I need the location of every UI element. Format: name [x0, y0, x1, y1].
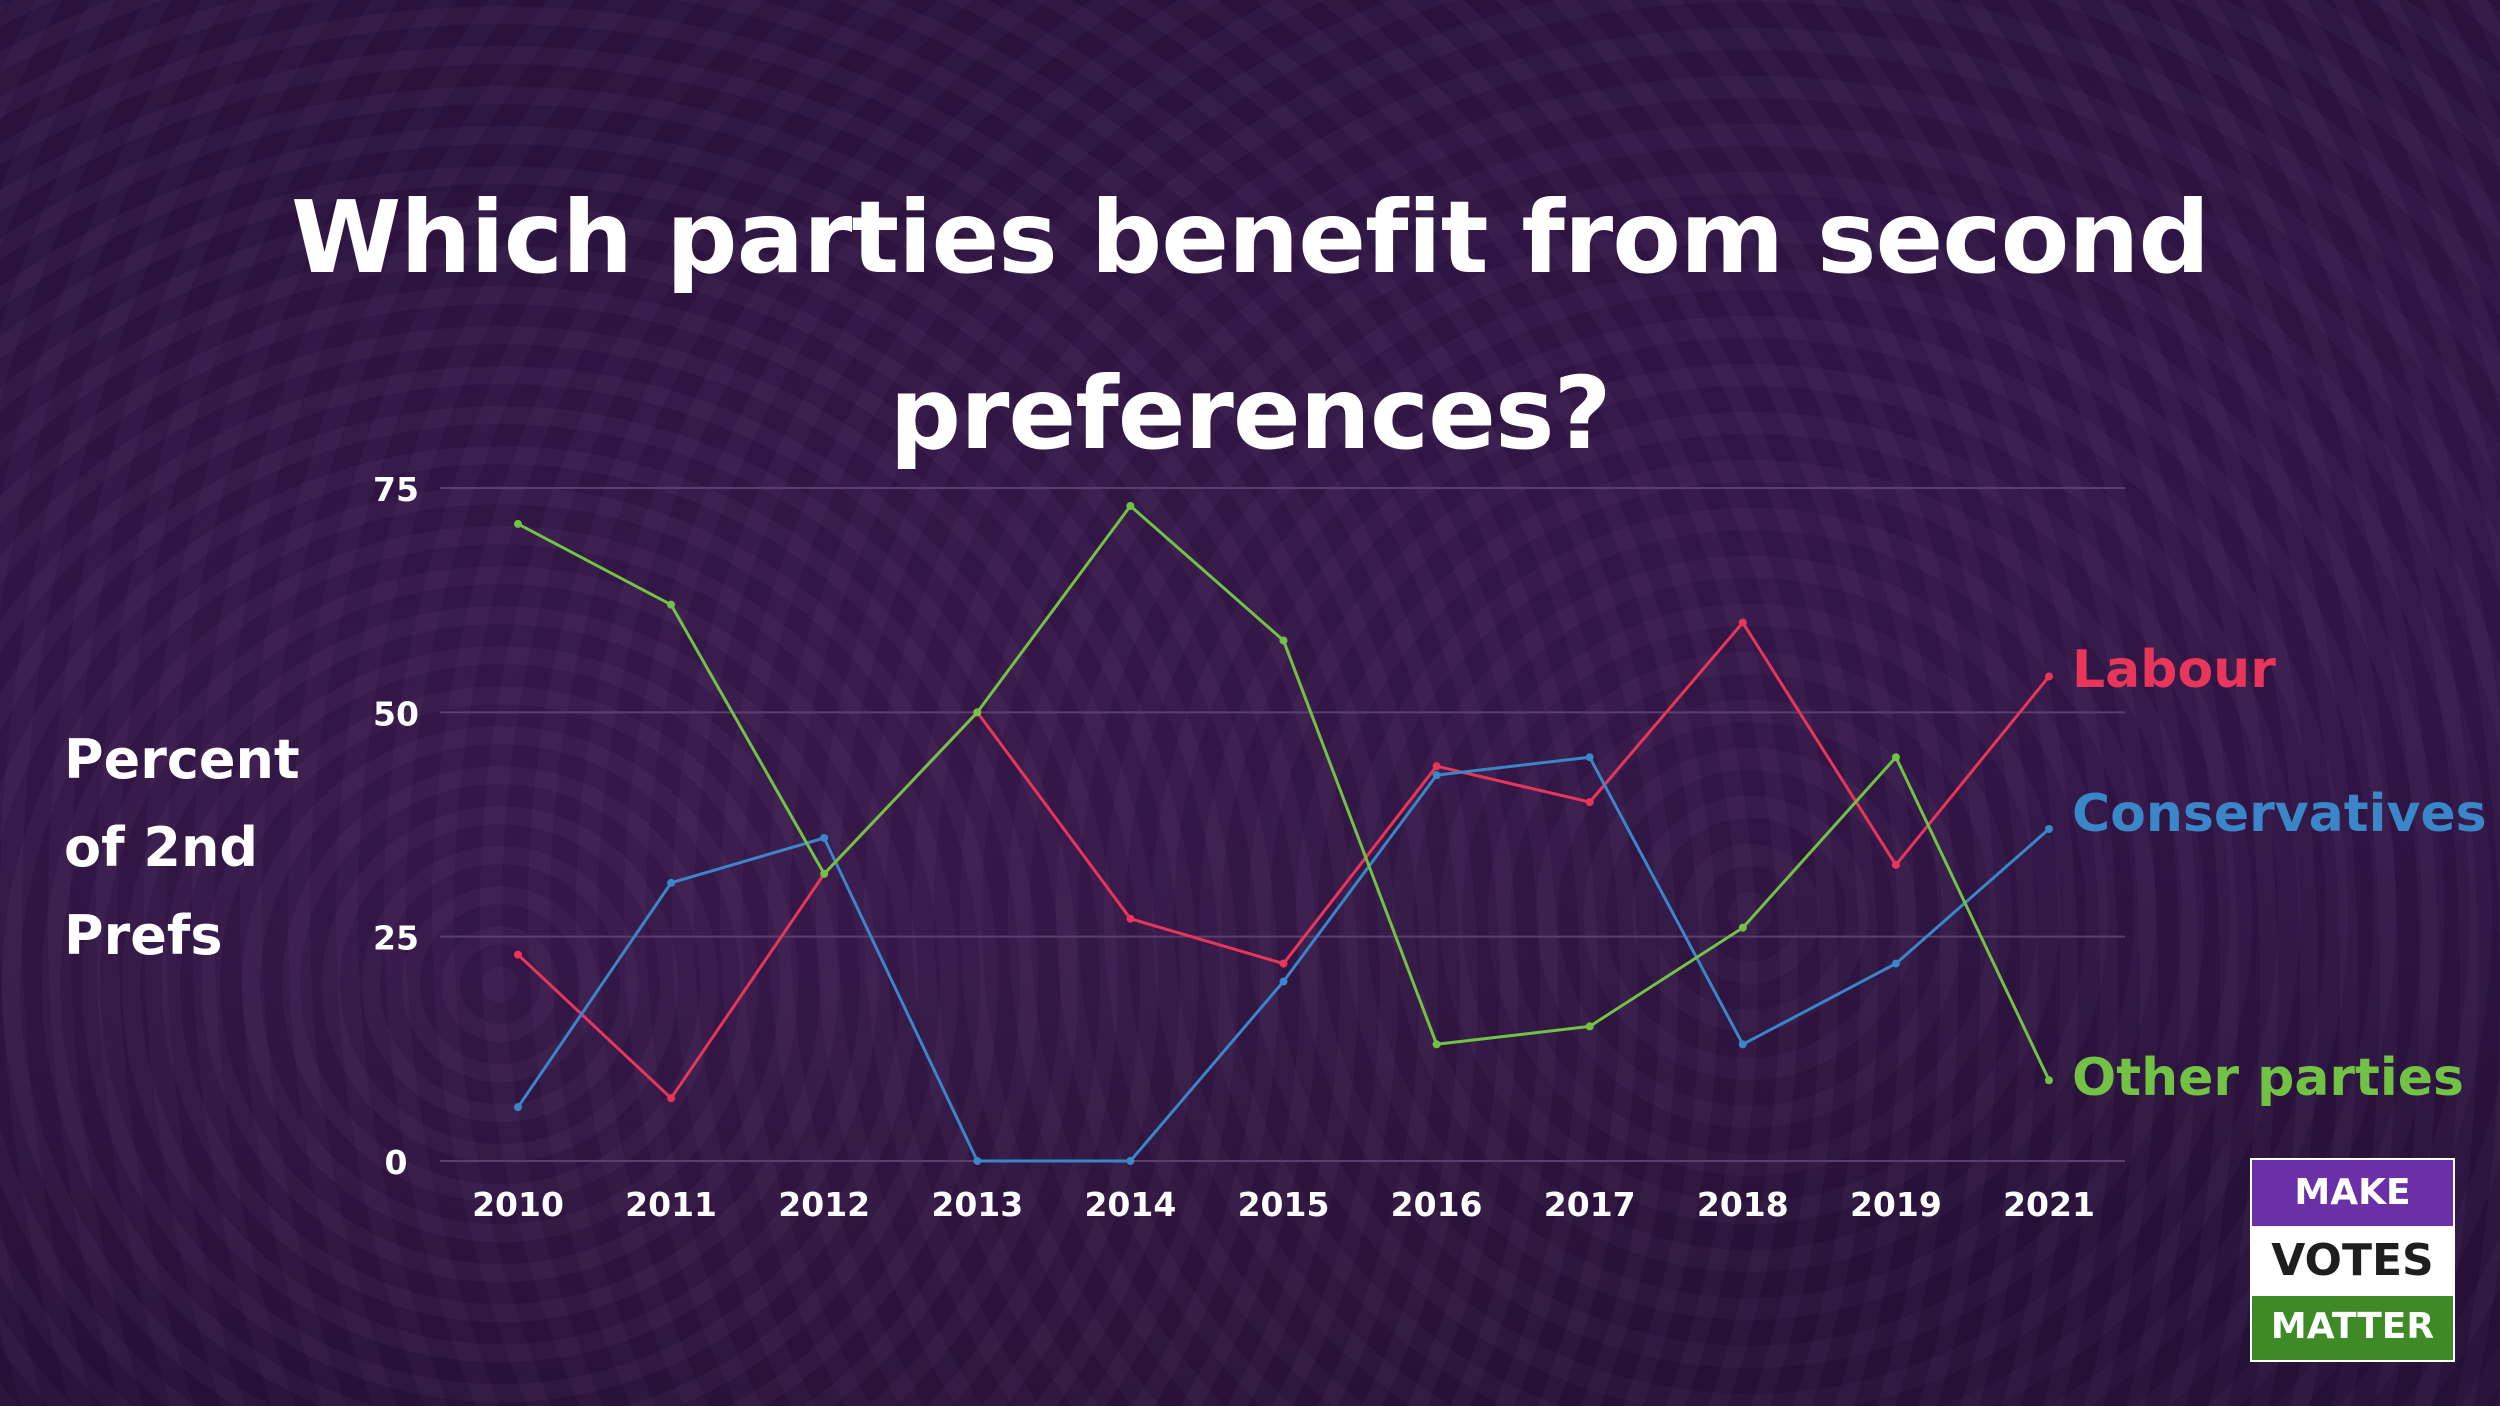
- data-point-other-parties-2011: [667, 600, 676, 609]
- data-point-conservatives-2015: [1279, 977, 1288, 986]
- logo-top-text: MAKE: [2252, 1160, 2453, 1226]
- data-point-labour-2010: [514, 950, 522, 959]
- data-point-labour-2021: [2045, 672, 2053, 681]
- y-axis-label-line-2: of 2nd: [64, 816, 259, 879]
- y-tick-label-75: 75: [373, 470, 419, 509]
- data-point-other-parties-2016: [1432, 1040, 1441, 1049]
- data-point-conservatives-2021: [2045, 824, 2053, 833]
- data-point-other-parties-2018: [1738, 923, 1747, 932]
- legend: Labour Conservatives Other parties: [2072, 640, 2487, 1108]
- series-lines: [514, 501, 2053, 1165]
- data-point-conservatives-2018: [1738, 1040, 1747, 1049]
- x-tick-label-2014: 2014: [1084, 1185, 1176, 1224]
- data-point-conservatives-2011: [667, 878, 676, 887]
- legend-label-conservatives: Conservatives: [2072, 784, 2487, 844]
- chart-title-line-1: Which parties benefit from second: [290, 179, 2210, 296]
- y-axis-label: Percent of 2nd Prefs: [64, 716, 344, 980]
- x-tick-label-2012: 2012: [778, 1185, 870, 1224]
- legend-label-labour: Labour: [2072, 640, 2276, 700]
- y-tick-label-0: 0: [385, 1143, 408, 1182]
- data-point-conservatives-2010: [514, 1103, 522, 1112]
- data-point-labour-2015: [1279, 959, 1288, 968]
- x-tick-label-2017: 2017: [1544, 1185, 1636, 1224]
- x-tick-label-2013: 2013: [931, 1185, 1023, 1224]
- x-tick-label-2016: 2016: [1391, 1185, 1483, 1224]
- x-tick-labels: 2010 2011 2012 2013 2014 2015 2016 2017 2018 2019…: [472, 1185, 2095, 1224]
- x-tick-label-2019: 2019: [1850, 1185, 1942, 1224]
- x-tick-label-2010: 2010: [472, 1185, 564, 1224]
- data-point-other-parties-2012: [820, 869, 829, 878]
- data-point-other-parties-2019: [1891, 753, 1900, 762]
- data-point-conservatives-2014: [1126, 1157, 1135, 1165]
- data-point-labour-2014: [1126, 914, 1135, 923]
- y-tick-label-25: 25: [373, 919, 419, 958]
- series-line-other-parties: [517, 504, 2051, 1081]
- data-point-conservatives-2012: [820, 833, 829, 842]
- y-axis-label-line-3: Prefs: [64, 904, 223, 967]
- logo-bottom-text: MATTER: [2252, 1296, 2453, 1360]
- data-point-other-parties-2015: [1279, 636, 1288, 645]
- data-point-conservatives-2016: [1432, 771, 1441, 780]
- data-point-conservatives-2019: [1891, 959, 1900, 968]
- data-point-other-parties-2014: [1126, 501, 1135, 510]
- data-point-other-parties-2013: [973, 708, 982, 717]
- data-point-labour-2011: [667, 1094, 676, 1103]
- data-point-labour-2018: [1738, 618, 1747, 627]
- gridlines: [440, 487, 2125, 1162]
- data-point-conservatives-2013: [973, 1157, 982, 1165]
- data-point-conservatives-2017: [1585, 753, 1594, 762]
- x-tick-label-2011: 2011: [625, 1185, 717, 1224]
- make-votes-matter-logo: MAKE VOTES MATTER: [2250, 1158, 2455, 1362]
- data-point-other-parties-2017: [1585, 1022, 1594, 1031]
- x-tick-label-2015: 2015: [1238, 1185, 1330, 1224]
- x-tick-label-2018: 2018: [1697, 1185, 1789, 1224]
- y-axis-label-line-1: Percent: [64, 728, 300, 791]
- legend-label-other-parties: Other parties: [2072, 1048, 2464, 1108]
- series-line-conservatives: [516, 755, 2050, 1163]
- chart-title: Which parties benefit from second prefer…: [0, 150, 2500, 502]
- data-point-other-parties-2021: [2045, 1076, 2053, 1085]
- y-tick-labels: 0 25 50 75: [373, 470, 419, 1182]
- data-point-labour-2017: [1585, 798, 1594, 807]
- logo-middle-text: VOTES: [2252, 1226, 2453, 1296]
- data-point-other-parties-2010: [514, 519, 522, 528]
- x-tick-label-2021: 2021: [2003, 1185, 2095, 1224]
- chart-title-line-2: preferences?: [889, 355, 1611, 472]
- data-point-labour-2019: [1891, 860, 1900, 869]
- data-point-labour-2016: [1432, 762, 1441, 771]
- y-tick-label-50: 50: [373, 694, 419, 733]
